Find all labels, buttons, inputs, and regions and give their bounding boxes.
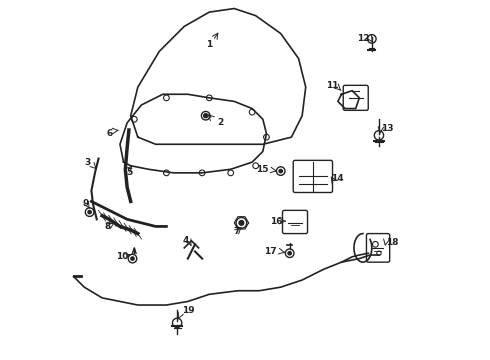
Circle shape [131, 257, 134, 260]
Text: 17: 17 [265, 247, 277, 256]
Text: 6: 6 [106, 129, 112, 138]
Text: 7: 7 [233, 227, 239, 236]
Text: 14: 14 [331, 174, 343, 183]
Text: 2: 2 [217, 118, 223, 127]
Text: 13: 13 [381, 124, 393, 133]
Text: 3: 3 [85, 158, 91, 167]
Circle shape [203, 113, 208, 118]
Circle shape [239, 220, 244, 225]
Text: 11: 11 [326, 81, 339, 90]
Circle shape [288, 251, 292, 255]
Text: 5: 5 [126, 168, 132, 177]
Circle shape [88, 210, 92, 214]
Text: 1: 1 [206, 40, 212, 49]
Text: 4: 4 [183, 236, 189, 245]
Text: 18: 18 [386, 238, 398, 247]
Text: 19: 19 [182, 306, 195, 315]
Text: 10: 10 [116, 252, 128, 261]
Circle shape [279, 169, 283, 173]
Text: 8: 8 [104, 222, 111, 231]
Text: 12: 12 [358, 35, 370, 44]
Text: 15: 15 [256, 165, 268, 174]
Text: 9: 9 [83, 199, 89, 208]
Text: 16: 16 [270, 217, 283, 226]
